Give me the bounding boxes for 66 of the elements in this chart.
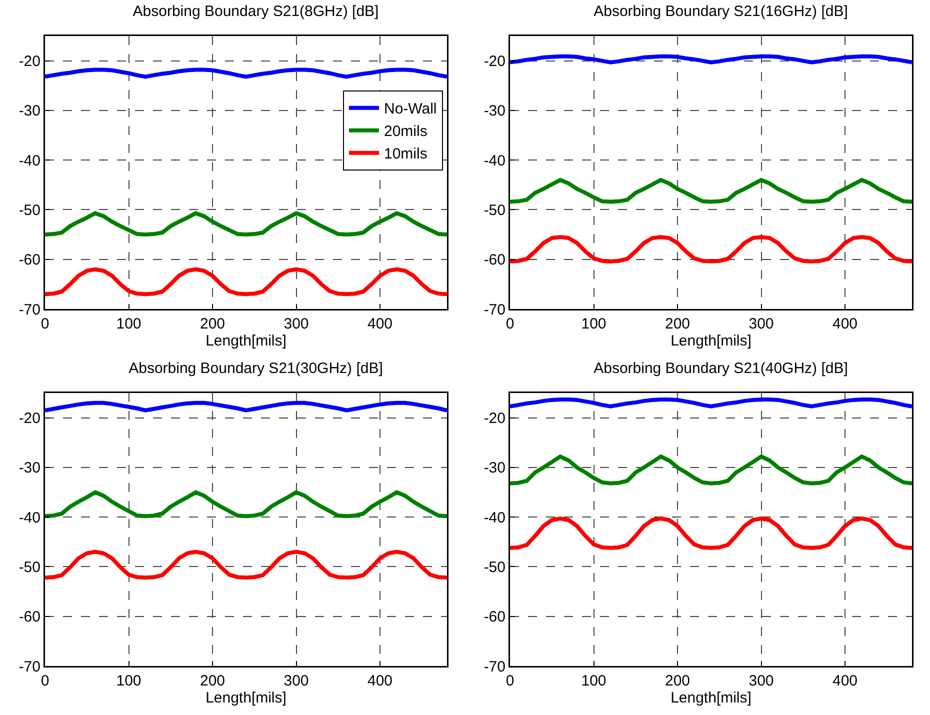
x-tick-label: 400 xyxy=(832,316,858,332)
x-tick-label: 100 xyxy=(116,316,142,332)
y-tick-label: -30 xyxy=(484,102,506,120)
line-series xyxy=(45,211,447,237)
y-tick-label: -50 xyxy=(18,202,40,219)
x-tick-label: 200 xyxy=(200,672,226,690)
x-tick-label: 100 xyxy=(581,672,606,690)
y-tick-label: -20 xyxy=(484,410,506,428)
x-axis-title: Length[mils] xyxy=(670,332,752,350)
y-tick-label: -30 xyxy=(18,460,40,477)
x-tick-label: 300 xyxy=(284,672,309,690)
line-series xyxy=(510,397,912,408)
x-axis-title: Length[mils] xyxy=(206,332,286,350)
x-tick-label: 100 xyxy=(116,672,142,690)
y-tick-label: -30 xyxy=(484,460,506,477)
x-tick-label: 200 xyxy=(664,316,690,332)
x-tick-label: 0 xyxy=(506,316,514,332)
x-tick-label: 0 xyxy=(40,672,50,690)
chart-title: Absorbing Boundary S21(30GHz) [dB] xyxy=(128,360,383,377)
x-axis-title: Length[mils] xyxy=(670,690,752,706)
x-tick-label: 400 xyxy=(367,316,393,332)
y-tick-label: -70 xyxy=(484,658,506,676)
y-tick-label: -60 xyxy=(484,608,506,626)
legend-label: 10mils xyxy=(384,146,428,163)
x-tick-label: 200 xyxy=(200,316,226,332)
y-tick-label: -50 xyxy=(484,558,506,576)
line-series xyxy=(45,267,447,296)
y-tick-label: -60 xyxy=(484,252,506,269)
line-series xyxy=(45,400,447,412)
x-tick-label: 200 xyxy=(664,672,690,690)
x-axis-title: Length[mils] xyxy=(206,690,286,706)
x-tick-label: 400 xyxy=(367,672,393,690)
y-tick-label: -20 xyxy=(484,53,506,70)
y-tick-label: -40 xyxy=(18,509,40,526)
legend-label: No-Wall xyxy=(384,100,437,118)
y-tick-label: -70 xyxy=(18,658,40,676)
y-tick-label: -40 xyxy=(18,152,40,170)
line-series xyxy=(510,235,912,264)
y-tick-label: -50 xyxy=(18,558,40,576)
x-tick-label: 300 xyxy=(748,672,774,690)
line-series xyxy=(510,454,912,486)
x-tick-label: 300 xyxy=(748,316,774,332)
x-tick-label: 300 xyxy=(284,316,309,332)
x-tick-label: 0 xyxy=(40,316,50,332)
y-tick-label: -30 xyxy=(18,102,40,120)
y-tick-label: -70 xyxy=(484,301,506,318)
y-tick-label: -70 xyxy=(18,301,40,318)
chart-title: Absorbing Boundary S21(8GHz) [dB] xyxy=(132,2,379,20)
chart-title: Absorbing Boundary S21(40GHz) [dB] xyxy=(594,360,848,377)
x-tick-label: 100 xyxy=(581,316,606,332)
line-series xyxy=(510,516,912,550)
y-tick-label: -60 xyxy=(18,608,40,626)
legend-label: 20mils xyxy=(384,123,428,140)
y-tick-label: -40 xyxy=(484,509,506,526)
y-tick-label: -60 xyxy=(18,252,40,269)
line-series xyxy=(45,550,447,580)
y-tick-label: -40 xyxy=(484,152,506,170)
y-tick-label: -20 xyxy=(18,53,40,70)
line-series xyxy=(45,68,447,79)
x-tick-label: 0 xyxy=(506,672,514,690)
x-tick-label: 400 xyxy=(832,672,858,690)
y-tick-label: -20 xyxy=(18,410,40,428)
line-series xyxy=(45,490,447,518)
chart-title: Absorbing Boundary S21(16GHz) [dB] xyxy=(594,2,848,20)
line-series xyxy=(510,178,912,204)
y-tick-label: -50 xyxy=(484,202,506,219)
